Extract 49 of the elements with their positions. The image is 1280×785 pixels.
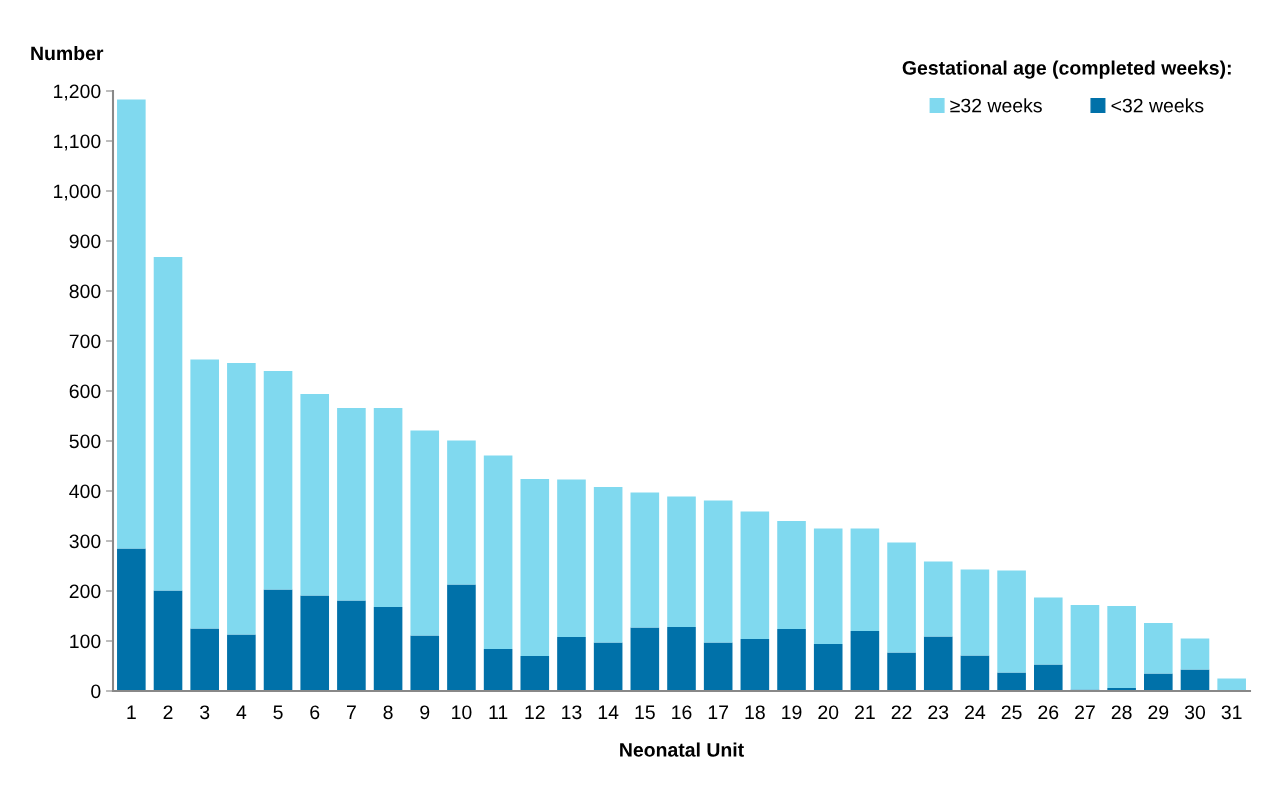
x-tick-label: 10 [452, 705, 472, 720]
x-tick-label: 4 [236, 705, 247, 719]
x-tick-label: 12 [525, 705, 545, 719]
y-tick-label: 1,100 [54, 134, 101, 151]
x-tick-label: 13 [562, 705, 582, 720]
y-tick-label: 500 [69, 434, 101, 449]
x-tick-label: 9 [420, 705, 430, 720]
y-tick-label: 200 [69, 584, 101, 599]
y-tick-label: 800 [69, 284, 101, 299]
x-tick-label: 22 [891, 705, 912, 719]
x-tick-label: 2 [163, 705, 173, 719]
x-tick-label: 17 [708, 705, 729, 719]
y-tick-label: 600 [69, 384, 101, 399]
x-tick-label: 7 [346, 705, 356, 719]
y-tick-label: 700 [69, 334, 101, 349]
x-tick-label: 18 [745, 705, 765, 720]
y-tick-label: 0 [91, 684, 101, 699]
legend-title: Gestational age (completed weeks): [902, 60, 1231, 79]
x-tick-label: 14 [598, 705, 619, 719]
x-tick-label: 20 [818, 705, 839, 720]
x-tick-label: 28 [1111, 705, 1132, 720]
y-tick-label: 1,200 [54, 84, 101, 101]
x-axis-title: Neonatal Unit [620, 742, 744, 757]
x-tick-label: 5 [273, 705, 283, 720]
x-tick-label: 11 [489, 705, 508, 719]
y-tick-label: 1,000 [54, 184, 101, 201]
x-tick-label: 30 [1184, 705, 1206, 720]
x-tick-label: 15 [635, 705, 655, 720]
x-tick-label: 19 [782, 705, 802, 720]
x-tick-label: 8 [383, 705, 393, 720]
x-tick-label: 31 [1221, 705, 1242, 720]
x-tick-label: 26 [1038, 705, 1059, 720]
y-tick-label: 900 [69, 234, 101, 249]
y-axis-title: Number [31, 45, 104, 61]
y-tick-label: 400 [69, 484, 101, 499]
legend-label: <32 weeks [1111, 98, 1204, 113]
x-tick-label: 27 [1075, 705, 1095, 719]
y-tick-label: 100 [70, 634, 101, 649]
x-tick-label: 3 [200, 705, 210, 720]
x-tick-label: 29 [1148, 705, 1169, 720]
x-tick-label: 24 [965, 705, 986, 719]
legend-label: ≥32 weeks [950, 98, 1042, 113]
x-tick-label: 1 [127, 705, 136, 719]
x-tick-label: 6 [310, 705, 320, 720]
y-tick-label: 300 [69, 534, 101, 549]
x-tick-label: 16 [672, 705, 692, 720]
x-tick-label: 21 [855, 705, 875, 719]
x-tick-label: 23 [928, 705, 949, 720]
x-tick-label: 25 [1001, 705, 1022, 720]
